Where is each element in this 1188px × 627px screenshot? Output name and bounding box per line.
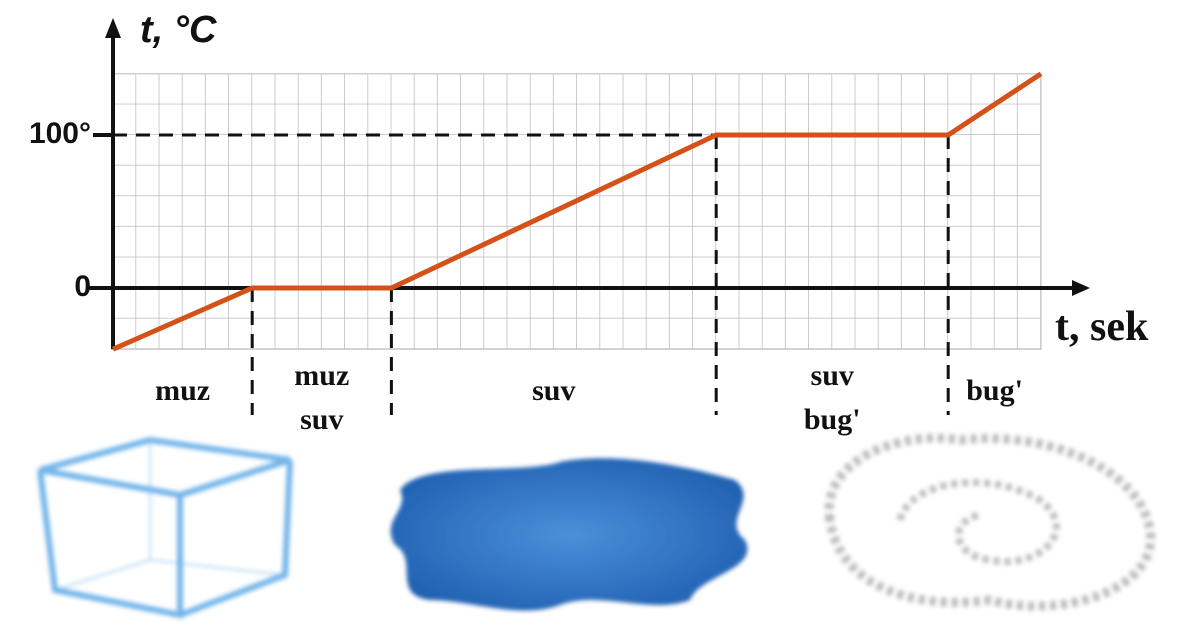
- phase-label: suv: [300, 403, 343, 436]
- y-axis-arrow: [105, 18, 121, 38]
- phase-label: bug': [804, 403, 861, 436]
- phase-label: muz: [294, 359, 349, 392]
- temperature-line: [111, 71, 1043, 352]
- water-image: [390, 458, 748, 611]
- phase-label: bug': [966, 374, 1023, 407]
- ice-image: [37, 436, 293, 619]
- phase-label: suv: [811, 359, 854, 392]
- phase-label: muz: [155, 374, 210, 407]
- phase-label: suv: [532, 374, 575, 407]
- x-axis-arrow: [1072, 280, 1090, 296]
- steam-image: [824, 433, 1156, 611]
- y-tick-label: 0: [74, 270, 91, 303]
- y-axis-label: t, °C: [140, 9, 217, 51]
- grid: [112, 73, 1042, 350]
- x-axis-label: t, sek: [1055, 304, 1149, 350]
- y-tick-label: 100°: [29, 117, 91, 150]
